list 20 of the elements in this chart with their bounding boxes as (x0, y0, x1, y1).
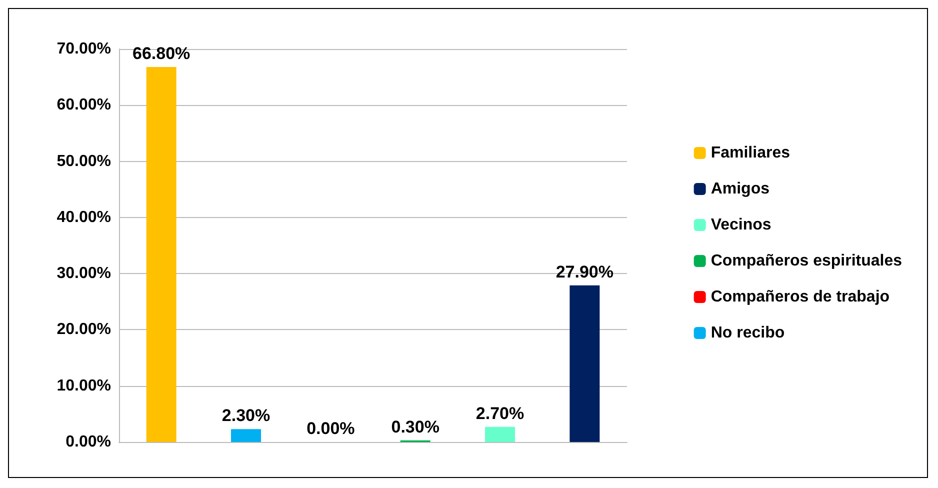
legend-label: Vecinos (710, 216, 772, 234)
data-label: 2.70% (476, 404, 524, 423)
legend-label: Amigos (710, 180, 770, 198)
data-label: 0.30% (391, 417, 440, 436)
legend-label: Compañeros de trabajo (710, 288, 890, 306)
y-tick-label: 0.00% (66, 434, 111, 450)
y-tick-label: 40.00% (56, 208, 111, 226)
y-tick-label: 20.00% (56, 321, 111, 338)
legend-label: No recibo (710, 324, 785, 342)
y-tick-label: 60.00% (56, 96, 111, 114)
y-tick-label: 70.00% (56, 40, 111, 58)
data-label: 2.30% (222, 406, 270, 426)
data-label: 27.90% (556, 262, 614, 282)
legend-label: Compañeros espirituales (710, 252, 902, 270)
data-label: 0.00% (306, 419, 355, 438)
data-label: 66.80% (132, 44, 190, 63)
y-tick-label: 30.00% (56, 265, 111, 282)
legend-label: Familiares (710, 144, 790, 162)
y-tick-label: 10.00% (56, 377, 111, 394)
y-tick-label: 50.00% (56, 152, 111, 170)
